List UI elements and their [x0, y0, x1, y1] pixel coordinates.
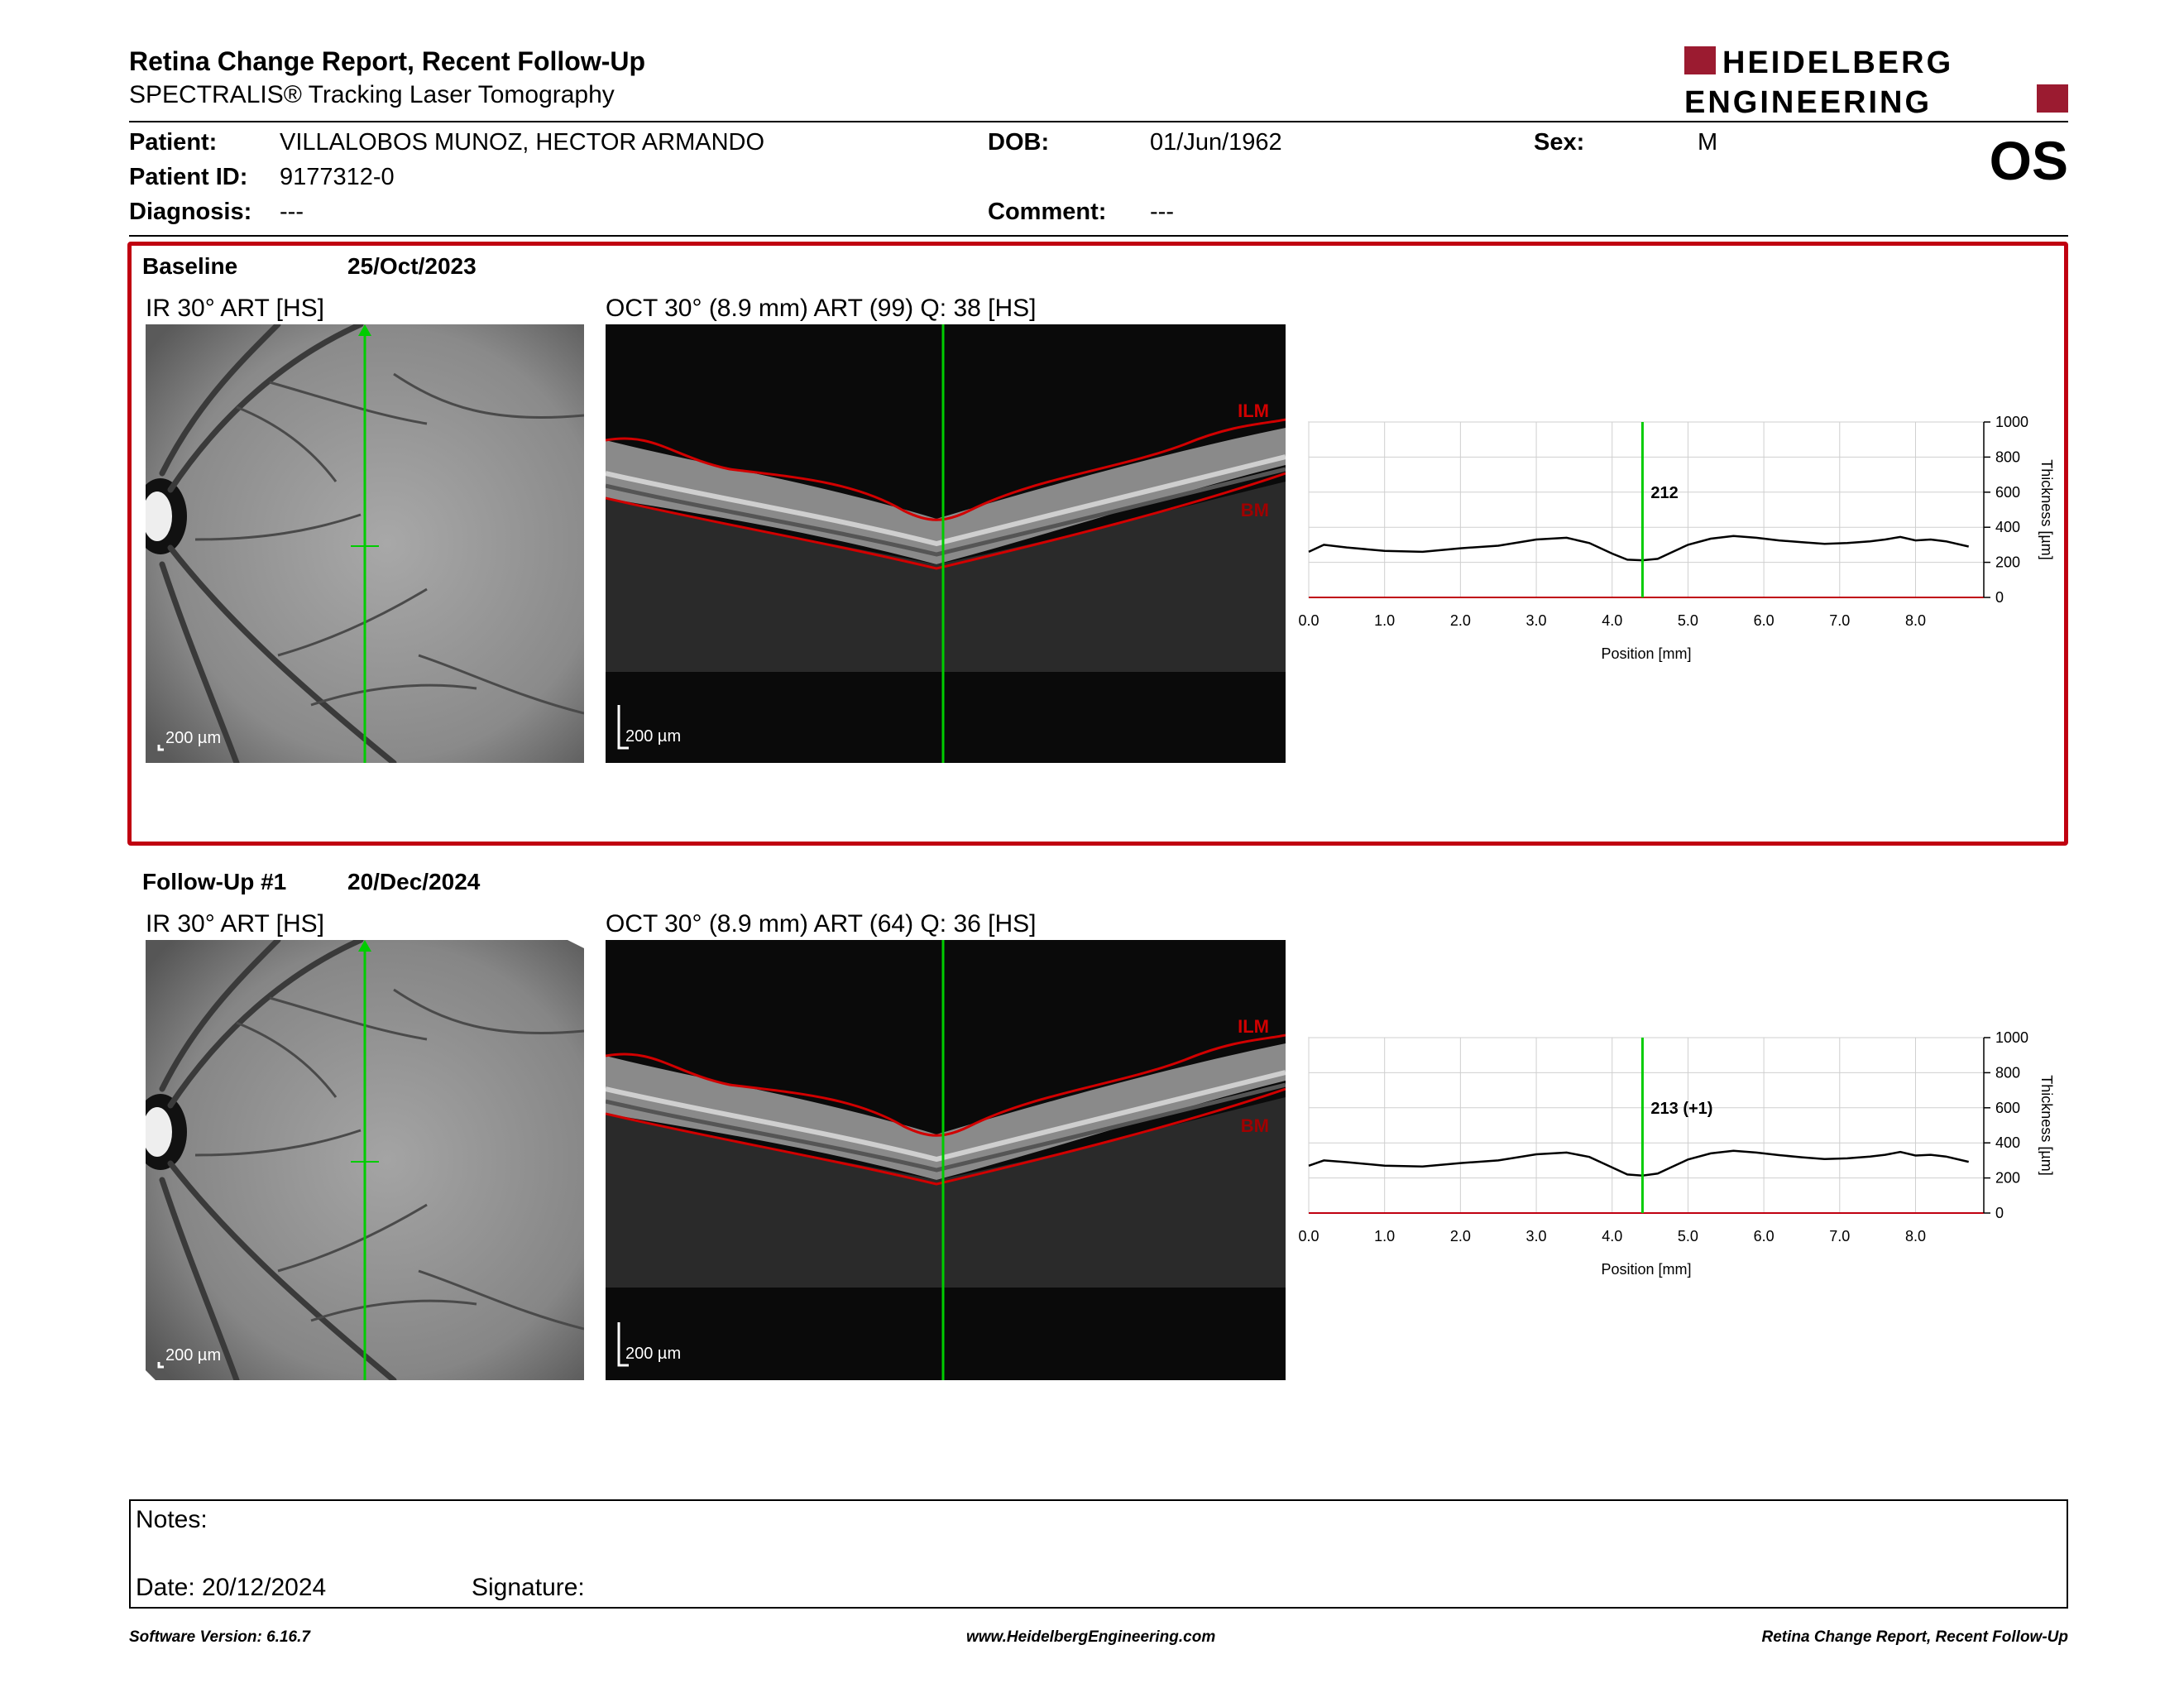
followup-ir-image[interactable]: 200 µm: [146, 940, 584, 1380]
y-tick-label: 200: [1995, 1170, 2020, 1187]
x-tick-label: 3.0: [1526, 1228, 1547, 1244]
patient-id: 9177312-0: [280, 164, 395, 190]
y-tick-label: 200: [1995, 554, 2020, 571]
followup-y-axis-label: Thickness [µm]: [2038, 1075, 2055, 1175]
baseline-date: 25/Oct/2023: [347, 253, 477, 279]
followup-marker-value: 213 (+1): [1650, 1100, 1712, 1118]
x-tick-label: 2.0: [1450, 612, 1471, 629]
header-divider: [129, 121, 2068, 122]
patient-id-label: Patient ID:: [129, 164, 248, 190]
dob-value: 01/Jun/1962: [1150, 129, 1282, 156]
notes-date: Date: 20/12/2024: [136, 1574, 327, 1601]
y-tick-label: 600: [1995, 1100, 2020, 1116]
patient-name: VILLALOBOS MUNOZ, HECTOR ARMANDO: [280, 129, 765, 156]
diagnosis-label: Diagnosis:: [129, 199, 252, 225]
heidelberg-logo: HEIDELBERG ENGINEERING: [1684, 46, 2068, 119]
y-tick-label: 800: [1995, 448, 2020, 465]
baseline-chart-frame: [1308, 421, 1985, 598]
dob-label: DOB:: [988, 129, 1050, 156]
x-tick-label: 3.0: [1526, 612, 1547, 629]
followup-date: 20/Dec/2024: [347, 869, 481, 894]
baseline-marker-value: 212: [1650, 484, 1678, 502]
x-tick-label: 1.0: [1374, 612, 1395, 629]
brand-line-2: ENGINEERING: [1684, 85, 1932, 119]
baseline-bm-label: BM: [1241, 500, 1269, 520]
patient-label: Patient:: [129, 129, 218, 156]
x-tick-label: 6.0: [1754, 1228, 1774, 1244]
y-tick-label: 1000: [1995, 414, 2028, 430]
report-title: Retina Change Report, Recent Follow-Up: [129, 46, 646, 76]
baseline-ilm-label: ILM: [1238, 400, 1269, 421]
followup-ir-label: IR 30° ART [HS]: [146, 910, 324, 938]
followup-oct-label: OCT 30° (8.9 mm) ART (64) Q: 36 [HS]: [606, 910, 1037, 938]
x-tick-label: 5.0: [1678, 612, 1698, 629]
y-tick-label: 1000: [1995, 1029, 2028, 1046]
baseline-thickness-line: [1308, 535, 1969, 562]
x-tick-label: 2.0: [1450, 1228, 1471, 1244]
x-tick-label: 7.0: [1829, 612, 1850, 629]
followup-oct-scale: 200 µm: [625, 1345, 681, 1363]
notes-label: Notes:: [136, 1506, 208, 1533]
followup-x-axis-label: Position [mm]: [1601, 1261, 1691, 1278]
baseline-oct-image[interactable]: ILM BM 200 µm: [606, 324, 1286, 763]
comment-label: Comment:: [988, 199, 1107, 225]
followup-thickness-line: [1308, 1149, 1969, 1177]
x-tick-label: 7.0: [1829, 1228, 1850, 1244]
baseline-label: Baseline: [142, 253, 238, 279]
x-tick-label: 1.0: [1374, 1228, 1395, 1244]
x-tick-label: 0.0: [1299, 612, 1320, 629]
sex-value: M: [1698, 129, 1718, 156]
brand-line-1: HEIDELBERG: [1722, 46, 1953, 80]
eye-indicator: OS: [1989, 130, 2068, 191]
x-tick-label: 4.0: [1602, 1228, 1622, 1244]
x-tick-label: 8.0: [1905, 1228, 1926, 1244]
x-tick-label: 4.0: [1602, 612, 1622, 629]
signature-label: Signature:: [472, 1574, 585, 1601]
y-tick-label: 0: [1995, 1205, 2004, 1221]
followup-thickness-chart: 0.0 1.0 2.0 3.0 4.0 5.0 6.0 7.0 8.0 0 200 400 600 800…: [1299, 1029, 2055, 1278]
baseline-highlight-frame: [127, 242, 2068, 846]
followup-ilm-label: ILM: [1238, 1016, 1269, 1037]
notes-box[interactable]: Notes: Date: 20/12/2024 Signature:: [129, 1499, 2068, 1609]
x-tick-label: 5.0: [1678, 1228, 1698, 1244]
baseline-ir-label: IR 30° ART [HS]: [146, 295, 324, 322]
patient-divider: [129, 235, 2068, 237]
followup-bm-label: BM: [1241, 1115, 1269, 1136]
baseline-thickness-chart: 0.0 1.0 2.0 3.0 4.0 5.0 6.0 7.0 8.0 0 200 400 600 800…: [1299, 414, 2055, 662]
comment-value: ---: [1150, 199, 1174, 225]
footer-website[interactable]: www.HeidelbergEngineering.com: [966, 1628, 1216, 1646]
y-tick-label: 0: [1995, 589, 2004, 606]
y-tick-label: 800: [1995, 1064, 2020, 1081]
x-tick-label: 8.0: [1905, 612, 1926, 629]
baseline-ir-image[interactable]: 200 µm: [146, 324, 584, 763]
followup-ir-scale: 200 µm: [165, 1346, 221, 1364]
y-tick-label: 400: [1995, 519, 2020, 535]
followup-label: Follow-Up #1: [142, 869, 287, 894]
footer-report-name: Retina Change Report, Recent Follow-Up: [1761, 1628, 2068, 1646]
sex-label: Sex:: [1534, 129, 1585, 156]
baseline-oct-scale: 200 µm: [625, 727, 681, 746]
baseline-ir-scale: 200 µm: [165, 729, 221, 747]
baseline-oct-label: OCT 30° (8.9 mm) ART (99) Q: 38 [HS]: [606, 295, 1037, 322]
followup-chart-frame: [1308, 1037, 1985, 1214]
y-tick-label: 400: [1995, 1134, 2020, 1151]
x-tick-label: 0.0: [1299, 1228, 1320, 1244]
followup-oct-image[interactable]: ILM BM 200 µm: [606, 940, 1286, 1380]
baseline-x-axis-label: Position [mm]: [1601, 645, 1691, 662]
baseline-y-axis-label: Thickness [µm]: [2038, 459, 2055, 559]
report-subtitle: SPECTRALIS® Tracking Laser Tomography: [129, 81, 615, 108]
diagnosis-value: ---: [280, 199, 304, 225]
y-tick-label: 600: [1995, 484, 2020, 501]
footer-software-version: Software Version: 6.16.7: [129, 1628, 310, 1646]
x-tick-label: 6.0: [1754, 612, 1774, 629]
